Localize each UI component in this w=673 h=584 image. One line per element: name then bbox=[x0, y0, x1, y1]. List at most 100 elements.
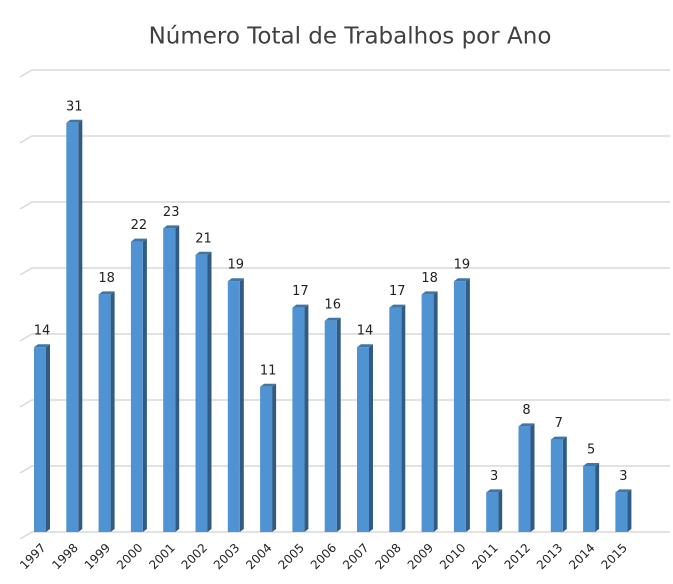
bar bbox=[66, 119, 83, 533]
bar-top bbox=[227, 278, 244, 282]
bar-top bbox=[583, 463, 600, 466]
bar-front bbox=[195, 254, 208, 533]
x-tick-label: 2001 bbox=[146, 541, 177, 572]
bar-front bbox=[518, 426, 531, 532]
x-tick-label: 2010 bbox=[437, 541, 468, 572]
bar bbox=[389, 304, 406, 532]
data-label: 7 bbox=[555, 416, 563, 431]
bar-front bbox=[163, 228, 176, 532]
bar-top bbox=[260, 383, 277, 387]
bar-side bbox=[304, 304, 309, 532]
bar-top bbox=[292, 304, 309, 308]
data-label: 19 bbox=[454, 258, 471, 273]
bar-side bbox=[78, 119, 83, 533]
bar-top bbox=[389, 304, 406, 308]
bar-top bbox=[66, 119, 83, 123]
bar-side bbox=[627, 489, 632, 532]
bar bbox=[453, 278, 470, 532]
x-tick-label: 2009 bbox=[405, 541, 436, 572]
data-label: 3 bbox=[619, 469, 627, 484]
bar-top bbox=[195, 251, 212, 255]
bar bbox=[324, 317, 341, 532]
bar bbox=[292, 304, 309, 532]
chart-title: Número Total de Trabalhos por Ano bbox=[149, 24, 552, 50]
bar-side bbox=[401, 304, 406, 532]
bar bbox=[98, 291, 115, 532]
data-label: 17 bbox=[292, 284, 309, 299]
x-tick-label: 2015 bbox=[598, 541, 629, 572]
bar-side bbox=[595, 463, 600, 532]
data-label: 31 bbox=[66, 99, 83, 114]
x-tick-label: 2005 bbox=[275, 541, 306, 572]
bar bbox=[486, 489, 503, 532]
bar-top bbox=[357, 344, 373, 348]
bar-top bbox=[130, 238, 147, 242]
grid-line bbox=[19, 399, 670, 408]
bar-side bbox=[175, 225, 180, 532]
data-label: 17 bbox=[389, 284, 406, 299]
x-tick-label: 2008 bbox=[372, 541, 403, 572]
data-label: 23 bbox=[163, 205, 180, 220]
bar-side bbox=[110, 291, 115, 532]
bar-front bbox=[292, 307, 305, 532]
bar-side bbox=[142, 238, 147, 532]
bar bbox=[421, 291, 438, 532]
data-label: 19 bbox=[228, 258, 245, 273]
bar-front bbox=[98, 294, 111, 532]
data-label: 5 bbox=[587, 443, 595, 458]
grid-line bbox=[19, 267, 670, 276]
data-label: 22 bbox=[131, 218, 148, 233]
data-label: 16 bbox=[324, 297, 341, 312]
x-tick-label: 2011 bbox=[469, 541, 500, 572]
bar-side bbox=[562, 436, 567, 532]
grid-line bbox=[19, 531, 670, 540]
bar-front bbox=[389, 307, 402, 532]
bar bbox=[550, 436, 567, 532]
bar-top bbox=[163, 225, 180, 229]
grid-line bbox=[19, 135, 670, 144]
grid-line bbox=[19, 333, 670, 342]
bar-front bbox=[357, 347, 369, 532]
bar bbox=[260, 383, 277, 532]
grid-line bbox=[19, 69, 670, 78]
bar-side bbox=[530, 423, 535, 532]
data-label: 3 bbox=[490, 469, 498, 484]
x-tick-label: 2013 bbox=[534, 541, 565, 572]
x-tick-label: 2006 bbox=[308, 541, 339, 572]
bar-front bbox=[66, 122, 79, 533]
bar-front bbox=[550, 439, 563, 532]
bar-side bbox=[46, 344, 50, 532]
data-label: 18 bbox=[98, 271, 115, 286]
bar-top bbox=[324, 317, 341, 321]
data-label: 8 bbox=[522, 403, 530, 418]
bar-top bbox=[34, 344, 50, 348]
bar bbox=[163, 225, 180, 532]
bar-side bbox=[498, 489, 503, 532]
grid-line bbox=[19, 201, 670, 210]
bar-top bbox=[453, 278, 470, 282]
data-label: 14 bbox=[34, 324, 51, 339]
data-label: 18 bbox=[421, 271, 438, 286]
bar-front bbox=[260, 386, 273, 532]
bar-top bbox=[421, 291, 438, 295]
bar-top bbox=[615, 489, 632, 493]
x-tick-label: 1998 bbox=[49, 541, 80, 572]
x-tick-label: 2003 bbox=[211, 541, 242, 572]
bar-front bbox=[615, 492, 628, 532]
x-tick-label: 2014 bbox=[566, 541, 597, 572]
data-label: 14 bbox=[357, 324, 374, 339]
data-label: 21 bbox=[195, 231, 212, 246]
bar-front bbox=[583, 466, 596, 532]
x-tick-label: 1997 bbox=[17, 541, 48, 572]
bar-top bbox=[518, 423, 535, 427]
bar-side bbox=[465, 278, 470, 532]
bar-top bbox=[486, 489, 503, 493]
bar bbox=[518, 423, 535, 532]
bar-front bbox=[34, 347, 46, 532]
bar-front bbox=[421, 294, 434, 532]
bar bbox=[195, 251, 212, 533]
bar-side bbox=[433, 291, 438, 532]
bar bbox=[583, 463, 600, 532]
bar-front bbox=[227, 281, 240, 532]
